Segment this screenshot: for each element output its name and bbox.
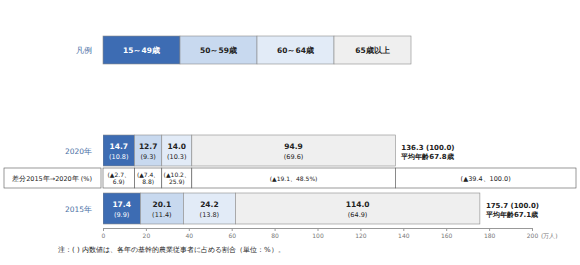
difference-row: 差分2015年→2020年 (%) (▲2.7、6.9) (▲7.4、8.8) (▲1…: [4, 168, 576, 188]
share-label: (11.4): [152, 211, 172, 219]
tick: 100: [312, 228, 324, 239]
bar: [103, 193, 140, 224]
tick-label: 20: [143, 232, 151, 239]
tick-mark: [360, 228, 361, 231]
difference-label: (▲2.7、: [108, 171, 131, 178]
tick-mark: [189, 228, 190, 231]
share-label: (9.3): [140, 153, 155, 161]
legend-swatch: [334, 36, 411, 64]
tick-mark: [318, 228, 319, 231]
legend-label: 50～59歳: [200, 46, 237, 55]
share-label: (10.3): [167, 153, 187, 161]
data-label: 24.2: [200, 200, 219, 209]
tick-label: 40: [185, 232, 193, 239]
difference-frame: [4, 168, 101, 188]
data-label: 14.7: [110, 142, 129, 151]
difference-total-label: (▲39.4、100.0): [461, 175, 511, 183]
difference-label: 8.8): [142, 178, 154, 185]
tick-mark: [403, 228, 404, 231]
tick: 20: [143, 228, 151, 239]
legend-swatch: [103, 36, 180, 64]
data-label: 20.1: [153, 200, 172, 209]
difference-label: (▲19.1、48.5%): [270, 175, 318, 182]
bar: [135, 135, 162, 166]
legend-label: 60～64歳: [277, 46, 314, 55]
share-label: (10.8): [109, 153, 129, 161]
tick-mark: [446, 228, 447, 231]
tick: 0: [102, 228, 106, 239]
difference-cell: [192, 168, 396, 188]
tick: 40: [185, 228, 193, 239]
legend: 凡例 15～49歳 50～59歳 60～64歳 65歳以上: [76, 36, 411, 64]
legend-label: 65歳以上: [355, 46, 389, 55]
data-labels: 14.7 (10.8) 17.4 (9.9) 12.7 (9.3) 20.1 (11.4) 14…: [109, 142, 539, 219]
data-label: 17.4: [112, 200, 131, 209]
tick-label: 100: [312, 232, 324, 239]
legend-swatch: [257, 36, 334, 64]
tick-mark: [489, 228, 490, 231]
tick-mark: [532, 228, 533, 231]
tick: 80: [271, 228, 279, 239]
tick-label: 80: [271, 232, 279, 239]
legend-swatch: [180, 36, 257, 64]
data-label: 14.0: [168, 142, 187, 151]
total-label: 136.3 (100.0): [401, 144, 454, 152]
note: 注：( ) 内数値は、各年の基幹的農業従事者に占める割合（単位：%）。: [58, 246, 285, 254]
bar: [103, 135, 135, 166]
tick-mark: [232, 228, 233, 231]
bar: [140, 193, 183, 224]
share-label: (69.6): [284, 153, 304, 161]
tick-mark: [103, 228, 104, 231]
total-label: 175.7 (100.0): [486, 202, 539, 210]
average-age-label: 平均年齢67.1歳: [485, 211, 538, 219]
tick: 140: [398, 228, 410, 239]
data-label: 114.0: [346, 200, 370, 209]
difference-title: 差分2015年→2020年 (%): [12, 175, 92, 183]
difference-label: 6.9): [113, 178, 125, 185]
tick-label: 160: [441, 232, 453, 239]
data-label: 12.7: [139, 142, 158, 151]
difference-cell: [135, 168, 162, 188]
bar: [235, 193, 480, 224]
tick-label: 120: [355, 232, 367, 239]
share-label: (64.9): [348, 211, 368, 219]
difference-label: (▲10.2、: [164, 171, 190, 178]
difference-cell: [162, 168, 192, 188]
tick: 200: [527, 228, 539, 239]
axis-line: [104, 229, 533, 232]
legend-title: 凡例: [76, 46, 92, 55]
tick: 60: [228, 228, 236, 239]
share-label: (13.8): [200, 211, 220, 219]
tick: 180: [484, 228, 496, 239]
x-axis: 0 20 40 60 80 100 120 140 160 180 200: [102, 228, 539, 239]
difference-cell: [395, 168, 576, 188]
legend-label: 15～49歳: [123, 46, 160, 55]
category-label: 2020年: [65, 147, 92, 156]
bar: [162, 135, 192, 166]
chart: 凡例 15～49歳 50～59歳 60～64歳 65歳以上 2020年 2015年 14.7 (…: [0, 0, 580, 265]
difference-cell: [103, 168, 135, 188]
tick-label: 60: [228, 232, 236, 239]
average-age-label: 平均年齢67.8歳: [400, 153, 453, 161]
tick-label: 180: [484, 232, 496, 239]
tick-label: 200: [527, 232, 539, 239]
share-label: (9.9): [114, 211, 129, 219]
tick: 160: [441, 228, 453, 239]
bar: [192, 135, 396, 166]
x-axis-title: (万人): [541, 232, 558, 239]
tick-label: 140: [398, 232, 410, 239]
tick: 120: [355, 228, 367, 239]
tick-label: 0: [102, 232, 106, 239]
data-label: 94.9: [284, 142, 303, 151]
difference-label: (▲7.4、: [137, 171, 160, 178]
difference-label: 25.9): [169, 178, 185, 185]
tick-mark: [146, 228, 147, 231]
category-label: 2015年: [65, 205, 92, 214]
bar: [183, 193, 235, 224]
tick-mark: [275, 228, 276, 231]
